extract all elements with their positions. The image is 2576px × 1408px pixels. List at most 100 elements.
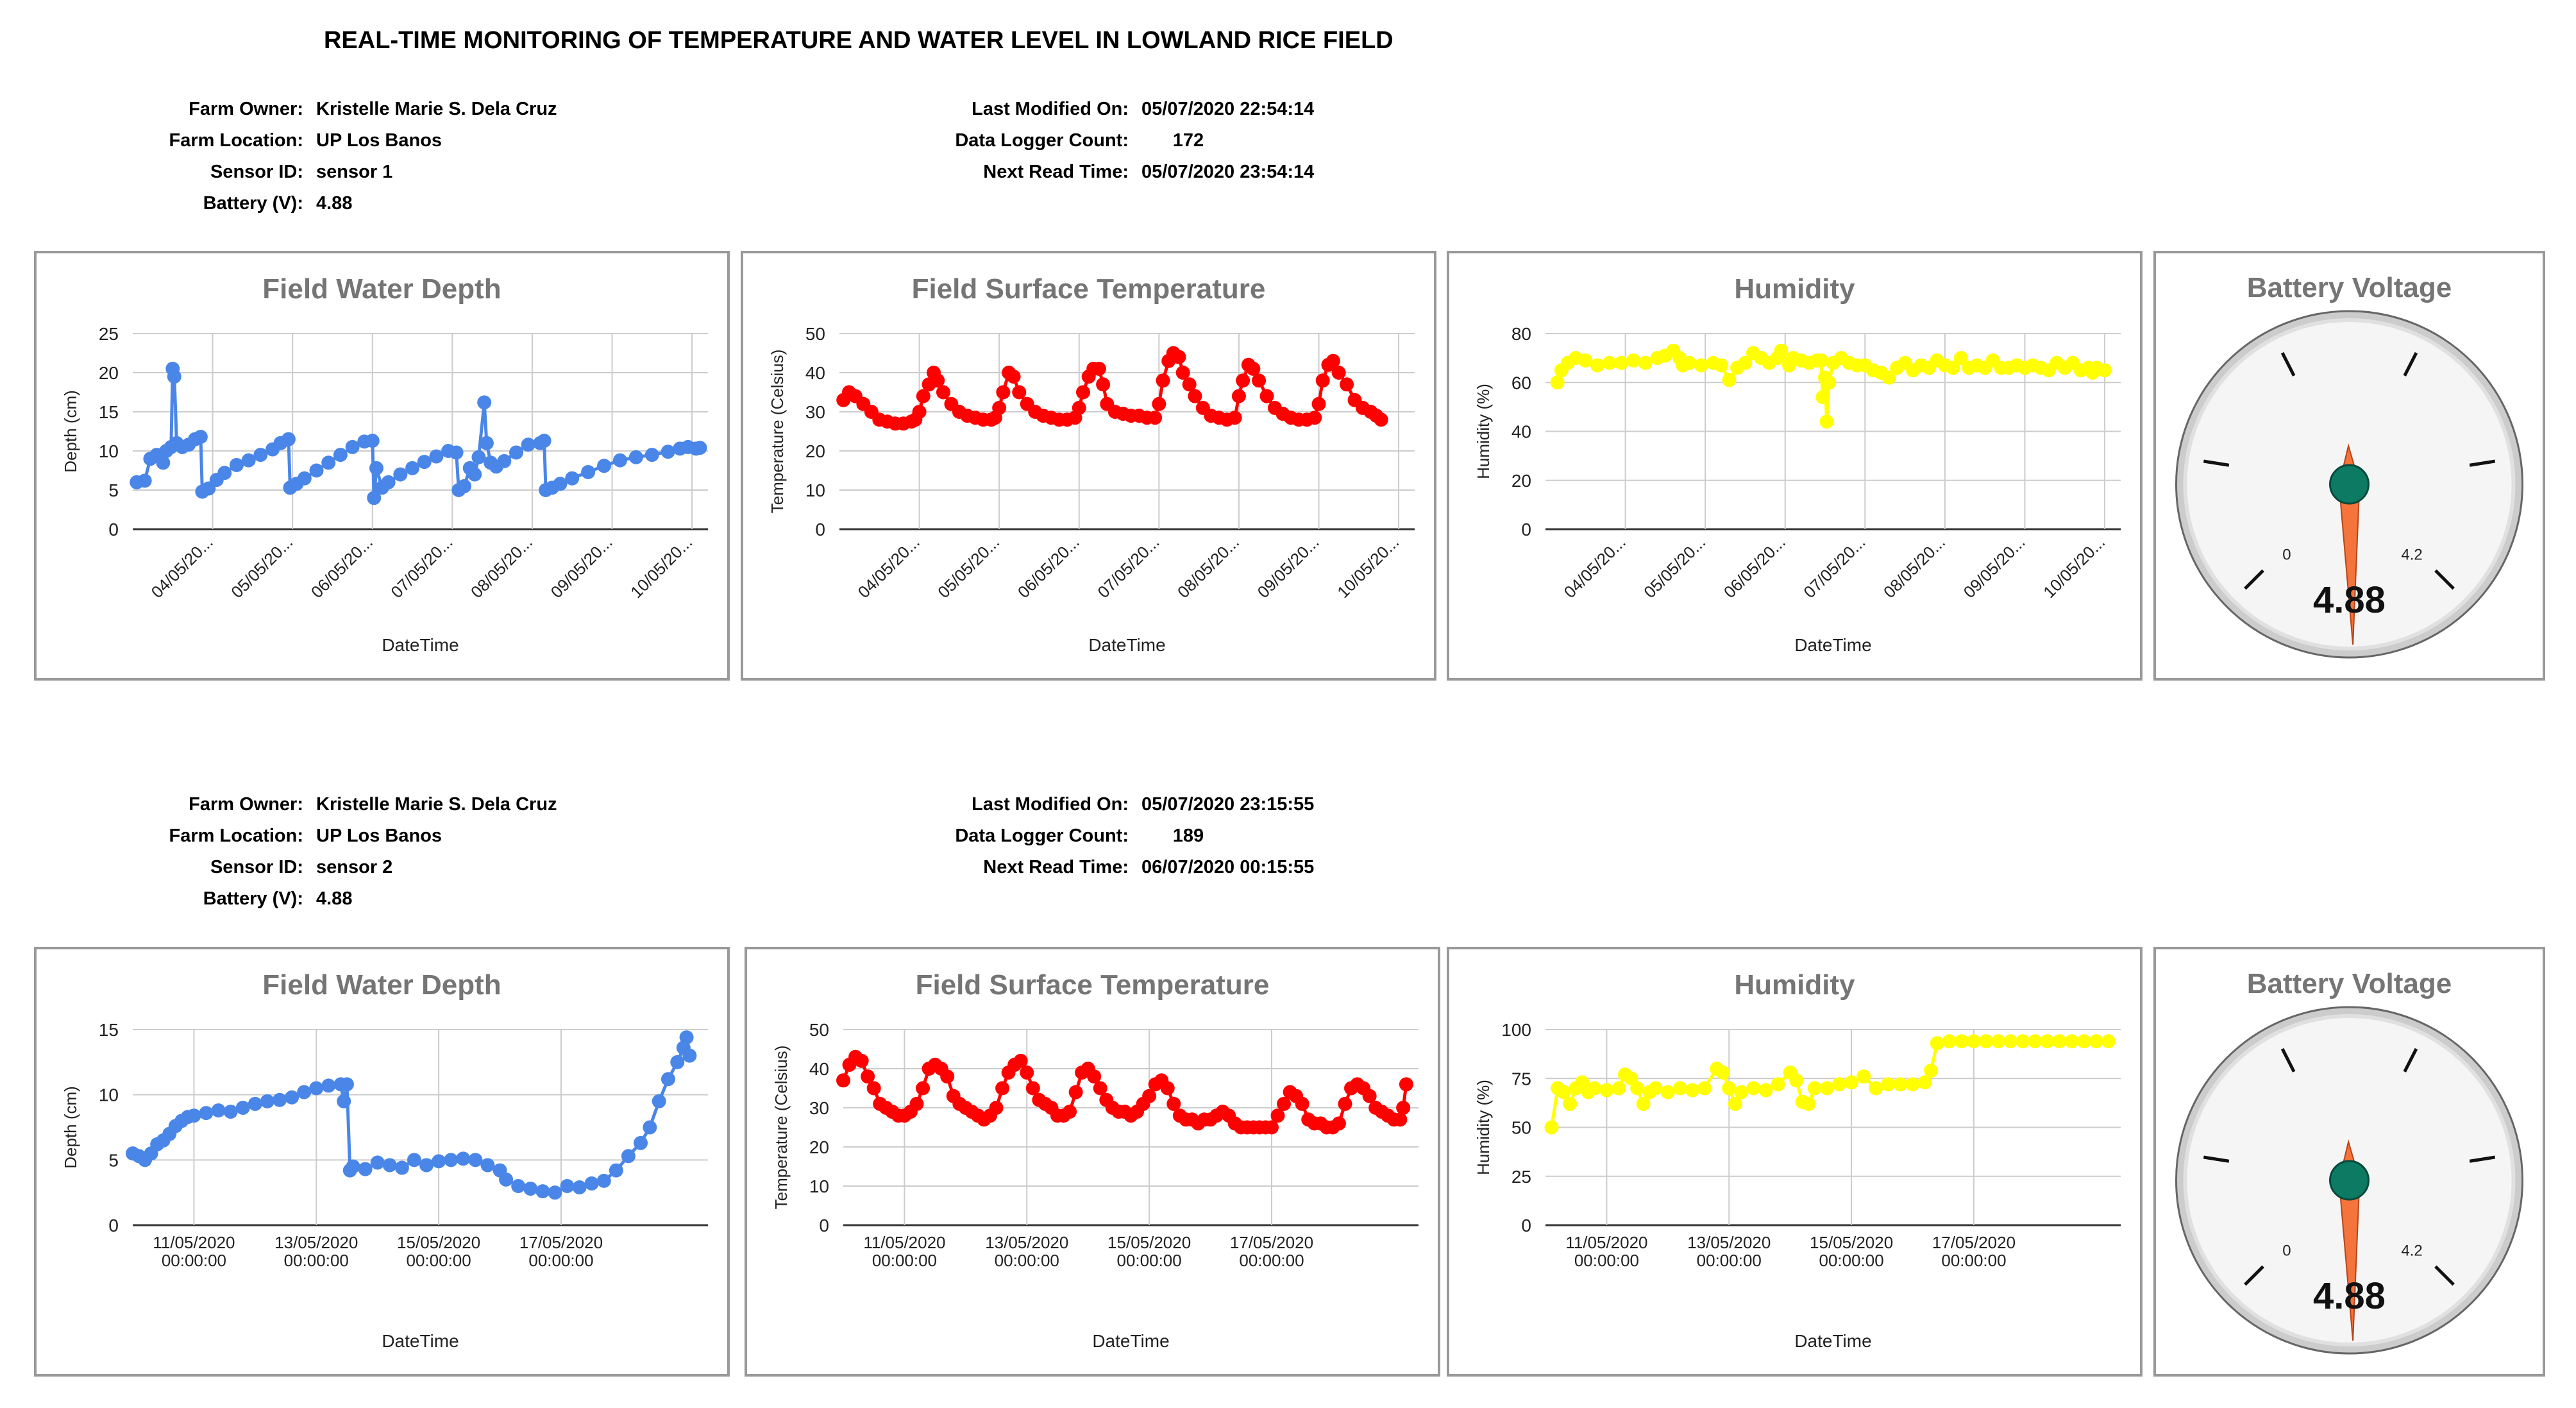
data-point bbox=[1340, 377, 1354, 392]
data-point bbox=[854, 1053, 869, 1068]
data-point bbox=[1091, 361, 1106, 376]
gauge-hub bbox=[2329, 1160, 2370, 1201]
x-tick-label: 10/05/20... bbox=[627, 532, 696, 602]
x-tick-label: 04/05/20... bbox=[854, 532, 923, 602]
farm-owner-row: Farm Owner: Kristelle Marie S. Dela Cruz bbox=[0, 789, 557, 820]
data-point bbox=[456, 1151, 471, 1166]
data-point bbox=[477, 395, 492, 410]
data-point bbox=[679, 1030, 694, 1045]
data-point bbox=[1946, 360, 1960, 375]
data-point bbox=[1252, 373, 1267, 388]
y-tick-label: 20 bbox=[805, 441, 825, 461]
sensor-1-info-right: Last Modified On: 05/07/2020 22:54:14 Dat… bbox=[805, 94, 1314, 188]
data-point bbox=[1270, 1108, 1285, 1123]
y-tick-label: 0 bbox=[815, 520, 825, 539]
chart-title: Humidity bbox=[1734, 273, 1855, 305]
data-point bbox=[1311, 396, 1326, 411]
x-tick-date: 17/05/2020 bbox=[519, 1233, 603, 1252]
farm-owner-value: Kristelle Marie S. Dela Cruz bbox=[316, 794, 557, 815]
humidity-chart-sensor-2: Humidity 0 25 50 75 100 11/05/2020 00:00:00 13/0… bbox=[1447, 947, 2142, 1377]
data-point bbox=[1025, 1081, 1040, 1096]
data-point bbox=[2089, 1034, 2103, 1049]
data-point bbox=[1544, 1120, 1559, 1135]
chart-svg: Field Surface Temperature 0 10 20 30 40 50 11/0… bbox=[771, 969, 1418, 1351]
data-point bbox=[1714, 358, 1729, 373]
x-tick-label: 07/05/20... bbox=[1093, 532, 1163, 602]
sensor-2-info-left: Farm Owner: Kristelle Marie S. Dela Cruz … bbox=[0, 789, 557, 915]
chart-title: Field Surface Temperature bbox=[916, 969, 1270, 1001]
data-point bbox=[995, 1081, 1010, 1096]
gauge-value: 4.88 bbox=[2313, 579, 2386, 621]
data-point bbox=[1068, 1085, 1083, 1099]
surface-temperature-chart-sensor-1: Field Surface Temperature 0 10 20 30 40 50 04/0… bbox=[741, 251, 1436, 681]
y-tick-label: 0 bbox=[108, 520, 119, 539]
data-point bbox=[2016, 1034, 2030, 1049]
data-point bbox=[1672, 1081, 1687, 1096]
data-point bbox=[1822, 375, 1837, 390]
data-point bbox=[1697, 1081, 1712, 1096]
battery-value: 4.88 bbox=[316, 888, 353, 909]
logger-count-row: Data Logger Count: 189 bbox=[805, 820, 1314, 852]
data-point bbox=[321, 455, 336, 470]
data-point bbox=[1599, 1083, 1614, 1098]
y-tick-label: 20 bbox=[809, 1137, 829, 1157]
x-tick-label: 04/05/20... bbox=[1560, 532, 1629, 602]
data-point bbox=[1715, 1065, 1730, 1080]
data-point bbox=[1774, 343, 1789, 358]
data-point bbox=[248, 1096, 262, 1111]
data-point bbox=[936, 385, 950, 400]
data-point bbox=[407, 1153, 421, 1167]
data-point bbox=[1326, 353, 1340, 368]
data-point bbox=[241, 453, 256, 468]
data-point bbox=[1013, 1053, 1028, 1068]
data-point bbox=[1393, 1112, 1408, 1127]
data-point bbox=[1930, 1036, 1944, 1051]
sensor-id-row: Sensor ID: sensor 1 bbox=[0, 157, 557, 188]
x-tick-time: 00:00:00 bbox=[1239, 1251, 1304, 1270]
gauge-tick bbox=[2469, 1155, 2496, 1163]
x-tick-label: 08/05/20... bbox=[1174, 532, 1243, 602]
y-tick-label: 10 bbox=[805, 480, 825, 500]
y-tick-label: 15 bbox=[99, 1020, 119, 1040]
data-point bbox=[1578, 353, 1593, 368]
data-point bbox=[1295, 1096, 1309, 1111]
next-read-label: Next Read Time: bbox=[983, 162, 1129, 182]
y-axis-title: Humidity (%) bbox=[1474, 1080, 1493, 1175]
data-point bbox=[1006, 369, 1021, 384]
data-point bbox=[358, 1162, 373, 1176]
y-tick-label: 50 bbox=[1511, 1118, 1531, 1138]
data-point bbox=[187, 1108, 201, 1123]
data-point bbox=[346, 1159, 360, 1174]
data-point bbox=[1563, 1096, 1578, 1111]
last-modified-label: Last Modified On: bbox=[972, 794, 1129, 815]
y-tick-label: 0 bbox=[108, 1216, 119, 1235]
last-modified-row: Last Modified On: 05/07/2020 23:15:55 bbox=[805, 789, 1314, 820]
data-point bbox=[365, 434, 380, 448]
data-point bbox=[429, 449, 444, 464]
gauge-tick bbox=[2280, 1048, 2296, 1073]
data-point bbox=[1331, 1116, 1346, 1131]
gauge-tick bbox=[2469, 459, 2496, 467]
data-point bbox=[273, 1092, 287, 1107]
data-point bbox=[1152, 396, 1166, 411]
data-point bbox=[597, 459, 612, 473]
next-read-value: 05/07/2020 23:54:14 bbox=[1141, 162, 1315, 182]
farm-location-value: UP Los Banos bbox=[316, 826, 442, 846]
data-point bbox=[682, 1048, 697, 1063]
gauge-hub bbox=[2329, 464, 2370, 505]
data-point bbox=[370, 1155, 385, 1170]
chart-title: Field Water Depth bbox=[262, 969, 501, 1001]
data-point bbox=[509, 445, 523, 460]
gauge-tick bbox=[2403, 1048, 2418, 1073]
data-point bbox=[479, 436, 494, 450]
data-point bbox=[1182, 377, 1197, 392]
data-point bbox=[661, 1072, 675, 1087]
data-point bbox=[861, 1069, 875, 1084]
chart-svg: Field Water Depth 0 5 10 15 20 25 04/05/20... 05… bbox=[61, 273, 708, 655]
y-tick-label: 50 bbox=[809, 1020, 829, 1040]
x-tick-label: 06/05/20... bbox=[1014, 532, 1083, 602]
x-tick-time: 00:00:00 bbox=[1574, 1251, 1639, 1270]
sensor-id-label: Sensor ID: bbox=[210, 162, 303, 182]
